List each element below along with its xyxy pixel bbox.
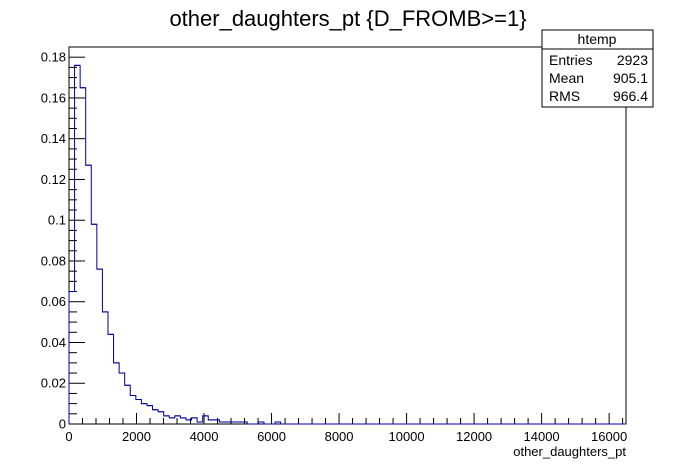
x-tick-label: 2000 [122, 429, 151, 444]
stats-rms-label: RMS [549, 88, 580, 104]
y-tick-label: 0.08 [41, 253, 66, 268]
x-tick-label: 12000 [456, 429, 492, 444]
x-tick-label: 8000 [325, 429, 354, 444]
chart-title: other_daughters_pt {D_FROMB>=1} [169, 6, 526, 31]
histogram-bins [69, 64, 626, 425]
stats-mean-value: 905.1 [613, 70, 648, 86]
stats-mean-label: Mean [549, 70, 584, 86]
x-tick-label: 14000 [524, 429, 560, 444]
stats-entries-value: 2923 [617, 52, 648, 68]
stats-entries-label: Entries [549, 52, 593, 68]
x-axis: 0 2000 4000 6000 8000 10000 12000 14000 16000 [65, 413, 627, 444]
x-tick-label: 6000 [257, 429, 286, 444]
y-tick-label: 0 [59, 417, 66, 432]
x-tick-label: 16000 [591, 429, 627, 444]
x-tick-label: 0 [65, 429, 72, 444]
y-tick-label: 0.18 [41, 50, 66, 65]
stats-box-frame [541, 29, 654, 108]
y-tick-label: 0.04 [41, 335, 66, 350]
y-tick-label: 0.06 [41, 294, 66, 309]
y-tick-label: 0.02 [41, 376, 66, 391]
x-axis-title: other_daughters_pt [513, 444, 626, 459]
y-tick-label: 0.12 [41, 172, 66, 187]
stats-rms-value: 966.4 [613, 88, 648, 104]
stats-box: htemp Entries 2923 Mean 905.1 RMS 966.4 [541, 29, 654, 108]
y-axis: 0 0.02 0.04 0.06 0.08 0.1 0.12 0.14 0.16 0.18 [41, 50, 85, 432]
x-tick-label: 10000 [388, 429, 424, 444]
stats-box-title: htemp [578, 31, 617, 47]
y-tick-label: 0.1 [48, 213, 66, 228]
x-tick-label: 4000 [190, 429, 219, 444]
y-tick-label: 0.16 [41, 90, 66, 105]
y-tick-label: 0.14 [41, 131, 66, 146]
